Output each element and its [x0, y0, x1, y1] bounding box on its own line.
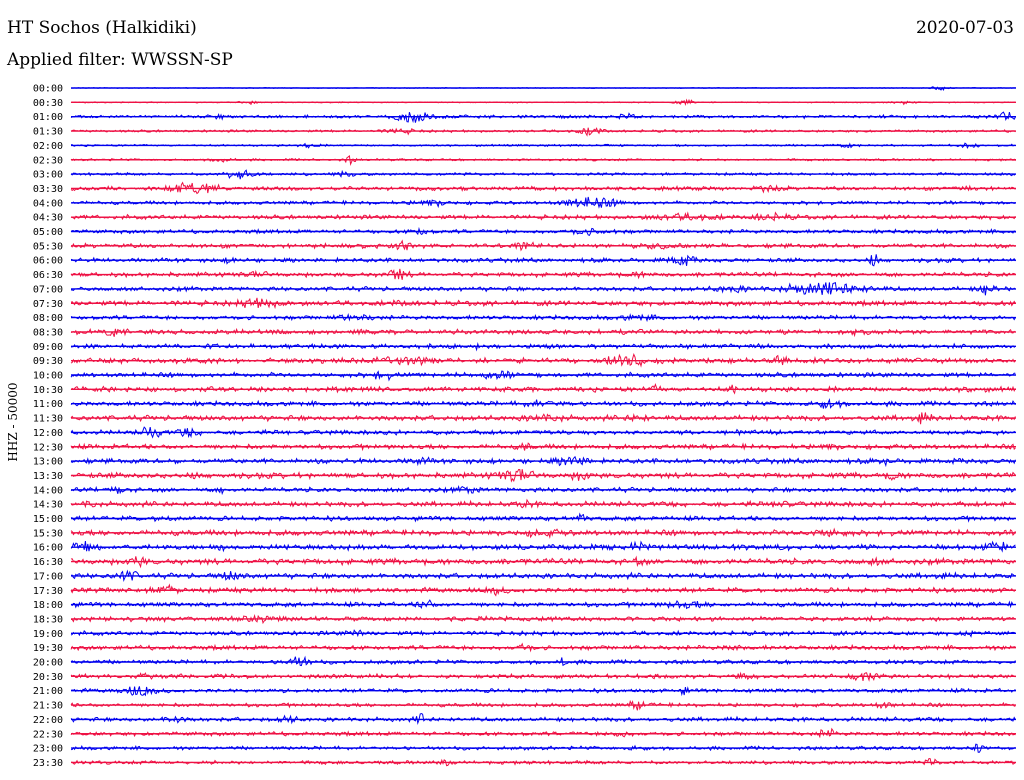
- seismic-trace: [70, 327, 1016, 338]
- row-time-label: 18:30: [33, 614, 63, 625]
- row-time-label: 22:30: [33, 729, 63, 740]
- seismic-trace: [70, 713, 1016, 725]
- row-time-label: 01:00: [33, 112, 63, 123]
- row-time-label: 16:30: [33, 557, 63, 568]
- row-time-label: 20:00: [33, 658, 63, 669]
- row-time-label: 23:00: [33, 744, 63, 755]
- row-time-label: 19:00: [33, 629, 63, 640]
- row-time-label: 02:30: [33, 155, 63, 166]
- row-time-label: 10:30: [33, 385, 63, 396]
- row-time-label: 01:30: [33, 127, 63, 138]
- row-time-label: 12:30: [33, 442, 63, 453]
- seismic-trace: [70, 512, 1016, 523]
- station-title: HT Sochos (Halkidiki): [7, 18, 197, 38]
- seismic-trace: [70, 181, 1016, 195]
- row-time-label: 13:30: [33, 471, 63, 482]
- row-time-label: 21:00: [33, 686, 63, 697]
- row-time-label: 22:00: [33, 715, 63, 726]
- seismic-trace: [70, 412, 1016, 425]
- row-time-label: 07:30: [33, 299, 63, 310]
- row-time-label: 08:30: [33, 327, 63, 338]
- row-time-label: 06:30: [33, 270, 63, 281]
- row-time-label: 04:00: [33, 198, 63, 209]
- row-time-label: 12:00: [33, 428, 63, 439]
- row-time-label: 17:00: [33, 571, 63, 582]
- seismic-trace: [70, 655, 1016, 667]
- applied-filter-label: Applied filter: WWSSN-SP: [7, 50, 233, 70]
- row-time-label: 03:00: [33, 170, 63, 181]
- row-time-label: 00:30: [33, 98, 63, 109]
- seismic-trace: [70, 469, 1016, 483]
- row-time-label: 23:30: [33, 758, 63, 769]
- row-time-label: 17:30: [33, 586, 63, 597]
- row-time-label: 05:00: [33, 227, 63, 238]
- row-time-label: 04:30: [33, 213, 63, 224]
- row-time-label: 02:00: [33, 141, 63, 152]
- row-time-label: 06:00: [33, 256, 63, 267]
- row-time-label: 15:00: [33, 514, 63, 525]
- row-time-label: 03:30: [33, 184, 63, 195]
- date-label: 2020-07-03: [915, 18, 1014, 38]
- row-time-label: 08:00: [33, 313, 63, 324]
- row-time-label: 15:30: [33, 528, 63, 539]
- seismic-trace: [70, 540, 1016, 553]
- seismic-trace: [70, 297, 1016, 310]
- row-time-label: 07:00: [33, 284, 63, 295]
- seismic-trace: [70, 727, 1016, 739]
- row-time-label: 19:30: [33, 643, 63, 654]
- row-time-label: 10:00: [33, 371, 63, 382]
- row-time-label: 20:30: [33, 672, 63, 683]
- row-time-label: 05:30: [33, 241, 63, 252]
- row-time-label: 13:00: [33, 457, 63, 468]
- row-time-label: 00:00: [33, 84, 63, 95]
- row-time-label: 14:00: [33, 485, 63, 496]
- row-time-label: 14:30: [33, 500, 63, 511]
- row-time-label: 11:00: [33, 399, 63, 410]
- row-time-label: 16:00: [33, 543, 63, 554]
- row-time-label: 21:30: [33, 701, 63, 712]
- row-time-label: 18:00: [33, 600, 63, 611]
- row-time-label: 09:30: [33, 356, 63, 367]
- seismic-trace: [70, 699, 1016, 711]
- row-time-label: 09:00: [33, 342, 63, 353]
- row-time-label: 11:30: [33, 414, 63, 425]
